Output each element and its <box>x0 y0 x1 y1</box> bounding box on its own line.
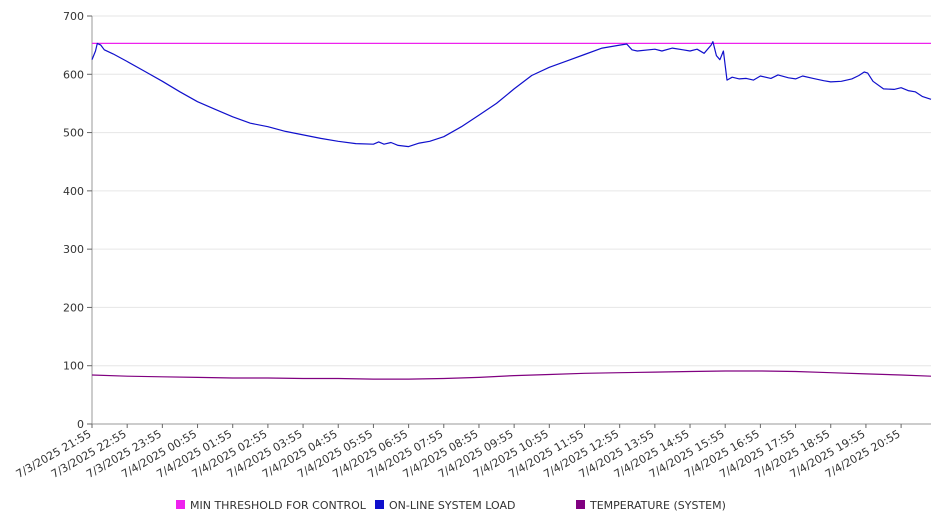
y-axis-ticks: 0 100 200 300 400 500 600 700 <box>63 10 92 431</box>
legend-label: ON-LINE SYSTEM LOAD <box>389 499 515 512</box>
x-axis-ticks: 7/3/2025 21:557/3/2025 22:557/3/2025 23:… <box>14 424 903 481</box>
legend-swatch <box>576 500 585 509</box>
legend: MIN THRESHOLD FOR CONTROL ON-LINE SYSTEM … <box>176 499 726 512</box>
y-tick-label: 400 <box>63 185 84 198</box>
y-tick-label: 100 <box>63 360 84 373</box>
legend-label: TEMPERATURE (SYSTEM) <box>589 499 726 512</box>
y-tick-label: 500 <box>63 127 84 140</box>
legend-swatch <box>375 500 384 509</box>
grid <box>92 15 931 367</box>
legend-swatch <box>176 500 185 509</box>
series-line-2 <box>91 370 932 380</box>
series-line-1 <box>91 40 932 148</box>
series-lines <box>91 40 932 380</box>
legend-label: MIN THRESHOLD FOR CONTROL <box>190 499 367 512</box>
y-tick-label: 0 <box>77 418 84 431</box>
y-tick-label: 700 <box>63 10 84 23</box>
y-tick-label: 200 <box>63 301 84 314</box>
axes <box>91 16 931 425</box>
y-tick-label: 300 <box>63 243 84 256</box>
y-tick-label: 600 <box>63 68 84 81</box>
